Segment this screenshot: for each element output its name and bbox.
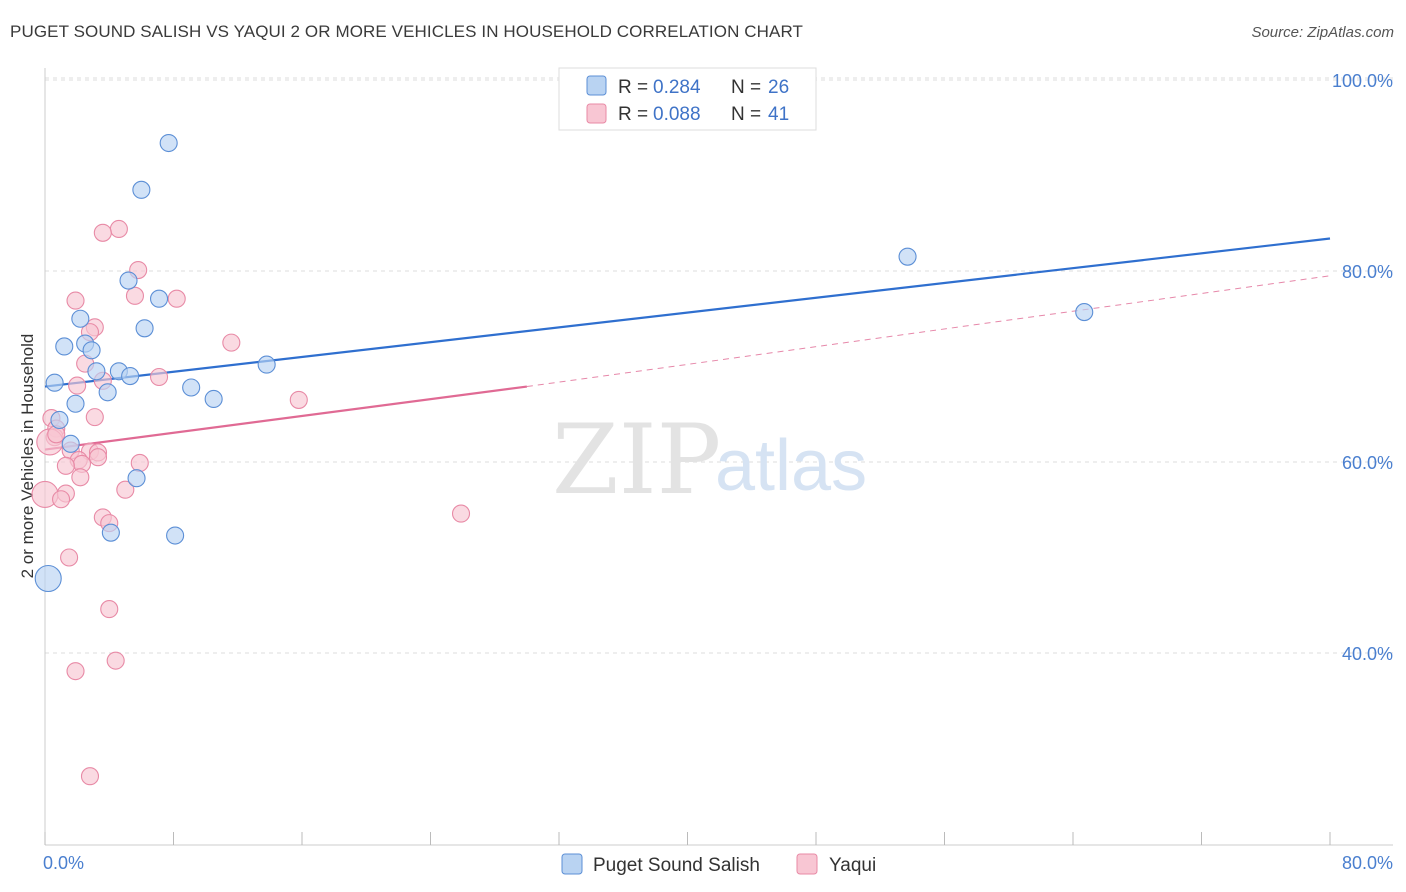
yaqui-point-12: [68, 376, 87, 395]
salish-point-24: [898, 247, 917, 266]
salish-point-15: [98, 383, 117, 402]
yaqui-point-35: [60, 548, 79, 567]
y-tick-label-60: 60.0%: [1342, 453, 1393, 473]
salish-point-20: [127, 469, 146, 488]
y-axis-title: 2 or more Vehicles in Household: [18, 334, 37, 579]
salish-point-22: [166, 526, 185, 545]
salish-point-8: [82, 341, 101, 360]
yaqui-point-26: [56, 456, 75, 475]
yaqui-point-8: [222, 333, 241, 352]
trendline-yaqui-extension: [526, 275, 1331, 388]
bottom-legend-swatch-blue: [561, 853, 583, 875]
yaqui-point-36: [100, 600, 119, 619]
yaqui-point-25: [130, 453, 149, 473]
salish-point-2: [119, 271, 138, 290]
legend-n-value-1: 26: [768, 77, 789, 98]
yaqui-point-32: [451, 504, 471, 523]
yaqui-point-39: [80, 767, 100, 786]
bottom-legend: Puget Sound Salish Yaqui: [561, 853, 876, 876]
salish-point-23: [34, 564, 62, 593]
axes: [44, 68, 1393, 846]
legend-n-label-2: N =: [731, 104, 761, 125]
salish-point-4: [71, 309, 90, 328]
yaqui-point-10: [149, 367, 169, 387]
yaqui-point-3: [125, 286, 144, 305]
yaqui-point-37: [106, 651, 125, 670]
trendline-yaqui: [44, 385, 528, 451]
legend-swatch-blue: [586, 75, 607, 96]
bottom-legend-swatch-pink: [796, 853, 818, 875]
salish-point-18: [50, 410, 69, 430]
legend-r-label-1: R =: [618, 77, 648, 98]
y-tick-label-80: 80.0%: [1342, 262, 1393, 282]
bottom-legend-label-2: Yaqui: [829, 855, 876, 876]
yaqui-point-22: [88, 448, 108, 467]
yaqui-point-31: [52, 490, 71, 509]
y-tick-labels: 40.0% 60.0% 80.0% 100.0%: [1332, 71, 1393, 664]
legend-n-value-2: 41: [768, 104, 789, 125]
salish-point-21: [101, 523, 120, 542]
y-tick-label-100: 100.0%: [1332, 71, 1393, 91]
salish-point-25: [1075, 303, 1094, 322]
watermark: ZIP atlas: [552, 404, 867, 516]
yaqui-point-27: [71, 468, 90, 487]
legend-r-value-1: 0.284: [653, 77, 701, 98]
source-label: Source: ZipAtlas.com: [1251, 24, 1394, 41]
salish-point-1: [132, 180, 151, 199]
yaqui-point-38: [66, 662, 85, 681]
yaqui-point-0: [109, 219, 128, 239]
legend-r-value-2: 0.088: [653, 104, 701, 125]
legend-n-label-1: N =: [731, 77, 761, 98]
scatter-points: [31, 133, 1094, 786]
salish-point-0: [159, 133, 178, 153]
salish-point-3: [149, 289, 169, 308]
salish-point-14: [182, 378, 201, 397]
chart-title: PUGET SOUND SALISH VS YAQUI 2 OR MORE VE…: [10, 22, 804, 41]
watermark-zip: ZIP: [552, 404, 721, 516]
bottom-legend-label-1: Puget Sound Salish: [593, 855, 760, 876]
salish-point-19: [61, 434, 80, 453]
top-legend: R = 0.284 N = 26 R = 0.088 N = 41: [558, 67, 817, 131]
yaqui-point-5: [66, 291, 85, 310]
salish-point-17: [66, 394, 85, 413]
legend-r-label-2: R =: [618, 104, 648, 125]
yaqui-point-1: [93, 223, 112, 242]
yaqui-point-13: [289, 390, 308, 409]
salish-point-11: [121, 366, 140, 386]
yaqui-point-28: [116, 480, 135, 499]
salish-point-12: [257, 355, 276, 374]
salish-point-5: [135, 319, 154, 338]
x-tick-label-max: 80.0%: [1342, 853, 1393, 873]
legend-swatch-pink: [586, 103, 607, 124]
salish-point-13: [45, 373, 64, 392]
yaqui-point-14: [85, 408, 104, 427]
y-tick-label-40: 40.0%: [1342, 644, 1393, 664]
x-tick-label-min: 0.0%: [43, 853, 84, 873]
watermark-atlas: atlas: [715, 426, 867, 506]
salish-point-6: [55, 337, 74, 356]
salish-point-9: [87, 362, 106, 381]
salish-point-16: [204, 389, 223, 409]
yaqui-point-4: [167, 289, 186, 308]
gridlines: [45, 77, 1393, 654]
trendline-puget-sound-salish: [44, 237, 1331, 388]
